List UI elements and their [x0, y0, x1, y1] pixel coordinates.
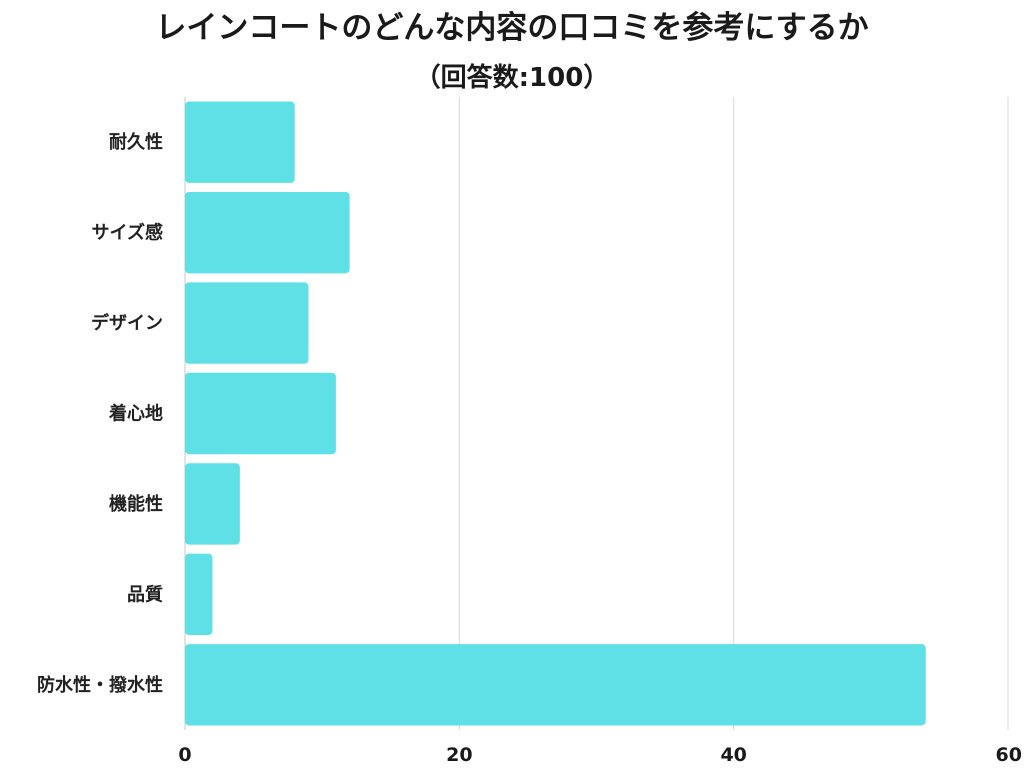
chart-subtitle: （回答数:100） [415, 62, 610, 93]
bar-5 [185, 553, 213, 636]
chart-title: レインコートのどんな内容の口コミを参考にするか [155, 10, 868, 46]
category-label-6: 防水性・撥水性 [37, 674, 163, 696]
category-label-2: デザイン [91, 312, 163, 334]
category-label-0: 耐久性 [109, 131, 163, 153]
x-tick-label-20: 20 [446, 744, 472, 766]
bar-6 [185, 644, 926, 726]
category-label-5: 品質 [127, 583, 163, 605]
bar-4 [185, 463, 240, 545]
x-tick-label-60: 60 [996, 744, 1022, 766]
x-tick-label-0: 0 [178, 744, 191, 766]
category-label-1: サイズ感 [92, 222, 163, 244]
bar-3 [185, 372, 336, 455]
x-tick-label-40: 40 [720, 744, 746, 766]
category-label-3: 着心地 [108, 403, 163, 425]
bar-2 [185, 282, 309, 364]
category-label-4: 機能性 [109, 493, 163, 515]
bars [185, 101, 926, 726]
x-axis-ticks: 0 20 40 60 [178, 744, 1022, 766]
bar-0 [185, 101, 295, 183]
bar-1 [185, 191, 350, 274]
